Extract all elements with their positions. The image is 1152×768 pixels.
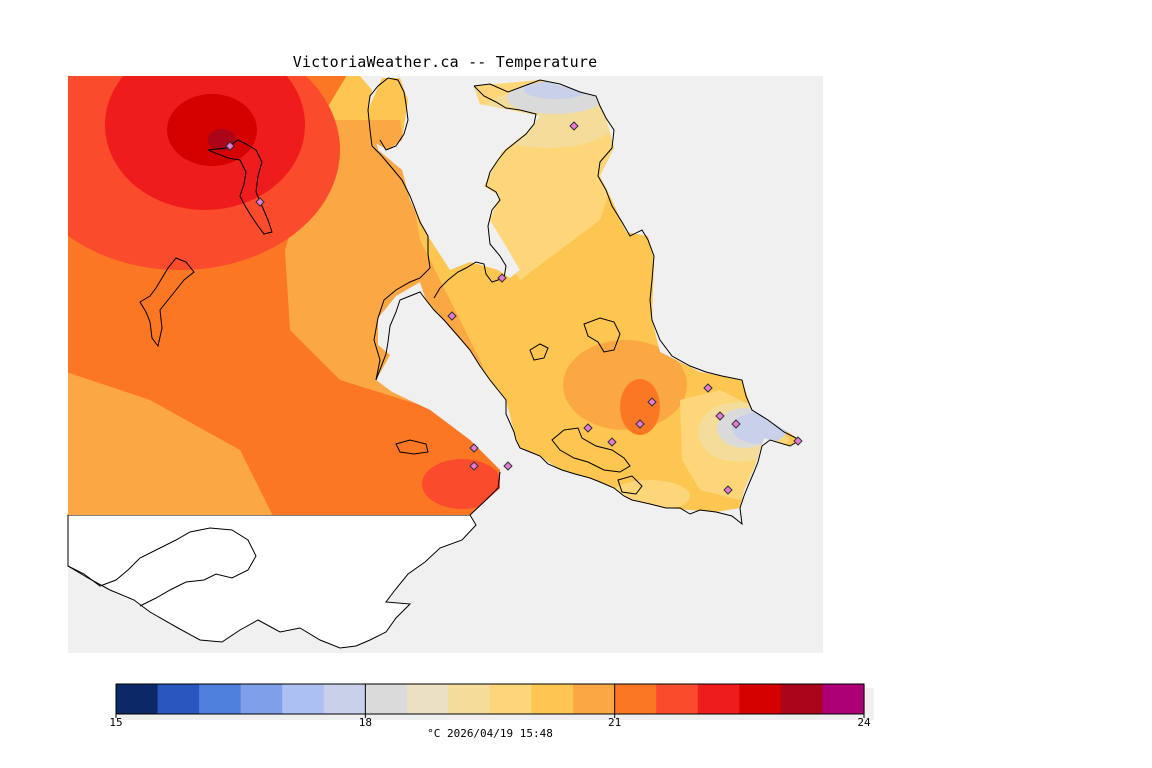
station-marker[interactable]: [503, 461, 513, 471]
colorbar-swatch: [282, 684, 325, 714]
colorbar-swatch: [406, 684, 450, 714]
station-marker[interactable]: [723, 485, 733, 495]
station-marker[interactable]: [715, 411, 725, 421]
coastlines: [139, 77, 802, 526]
colorbar-swatch: [573, 684, 616, 714]
colorbar-swatch: [448, 684, 491, 714]
colorbar-caption: °C 2026/04/19 15:48: [427, 727, 553, 740]
station-marker[interactable]: [255, 197, 265, 207]
colorbar-tick-label: 21: [608, 716, 621, 729]
colorbar-swatch: [697, 684, 740, 714]
colorbar-tick-label: 24: [857, 716, 871, 729]
colorbar-swatch: [490, 684, 533, 714]
colorbar-swatch: [780, 684, 824, 714]
station-marker[interactable]: [635, 419, 645, 429]
station-marker[interactable]: [469, 461, 479, 471]
colorbar-swatch: [157, 684, 200, 714]
station-marker[interactable]: [793, 436, 803, 446]
station-marker[interactable]: [447, 311, 457, 321]
station-marker[interactable]: [469, 443, 479, 453]
station-marker[interactable]: [647, 397, 657, 407]
station-marker[interactable]: [607, 437, 617, 447]
colorbar-swatch: [822, 684, 865, 714]
station-marker[interactable]: [569, 121, 579, 131]
station-markers: [225, 121, 803, 495]
colorbar-swatch: [656, 684, 699, 714]
colorbar-swatches: [116, 684, 865, 714]
station-marker[interactable]: [731, 419, 741, 429]
colorbar-swatch: [240, 684, 283, 714]
colorbar-tick-label: 15: [109, 716, 122, 729]
colorbar-swatch: [739, 684, 782, 714]
olympic-coast-detail: [67, 527, 257, 607]
colorbar-swatch: [199, 684, 242, 714]
colorbar-swatch: [531, 684, 574, 714]
colorbar-tick-label: 18: [359, 716, 372, 729]
colorbar-swatch: [365, 684, 408, 714]
colorbar-swatch: [614, 684, 657, 714]
station-marker[interactable]: [583, 423, 593, 433]
map-title: VictoriaWeather.ca -- Temperature: [292, 53, 598, 71]
colorbar-ticks: 15 18 21 24: [109, 684, 871, 729]
station-marker[interactable]: [703, 383, 713, 393]
station-marker[interactable]: [225, 141, 235, 151]
colorbar-swatch: [116, 684, 159, 714]
station-marker[interactable]: [497, 273, 507, 283]
colorbar-swatch: [323, 684, 366, 714]
olympic-peninsula-land: [67, 514, 477, 649]
